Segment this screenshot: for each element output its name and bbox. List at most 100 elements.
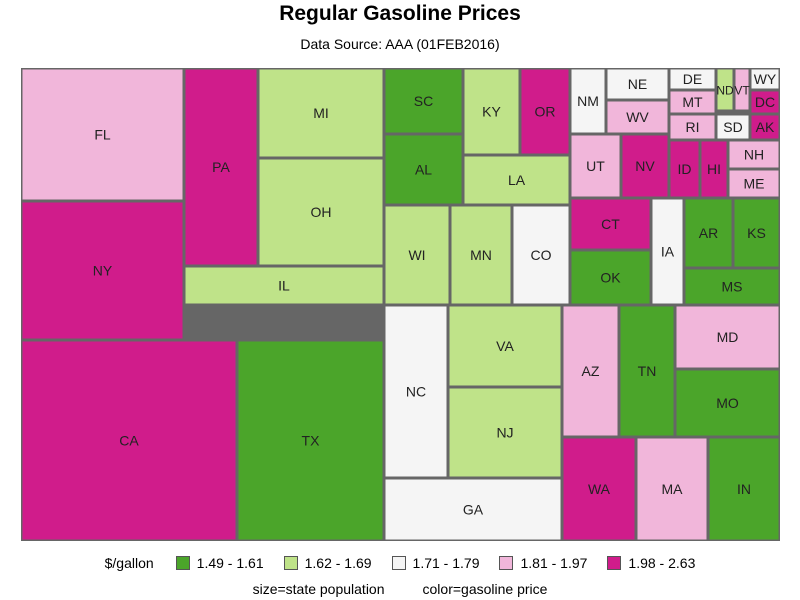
tile-label: VT (734, 84, 750, 98)
tile-rect (449, 306, 561, 386)
tile-rect (513, 206, 569, 304)
tile-rect (521, 69, 569, 154)
tile-label: KY (482, 104, 501, 120)
tile-il: IL (185, 267, 383, 304)
tile-label: MA (662, 481, 684, 497)
tile-nh: NH (729, 141, 779, 168)
tile-label: OH (311, 204, 332, 220)
tile-label: FL (94, 127, 111, 143)
tile-rect (670, 91, 715, 113)
tile-label: HI (707, 161, 721, 177)
tile-rect (571, 199, 650, 249)
tile-label: NE (628, 76, 647, 92)
tile-ri: RI (670, 115, 715, 139)
tile-rect (185, 69, 257, 265)
tile-rect (451, 206, 511, 304)
tile-rect (385, 206, 449, 304)
tile-rect (238, 341, 383, 540)
tile-mi: MI (259, 69, 383, 157)
chart-subtitle: Data Source: AAA (01FEB2016) (300, 36, 500, 52)
tile-ct: CT (571, 199, 650, 249)
legend-label: 1.49 - 1.61 (196, 555, 264, 571)
tile-ca: CA (22, 341, 236, 540)
tile-label: IL (278, 278, 290, 294)
tile-rect (22, 69, 183, 200)
tile-label: ND (716, 84, 734, 98)
legend-label: 1.98 - 2.63 (628, 555, 696, 571)
tile-rect (670, 141, 699, 197)
tile-nc: NC (385, 306, 447, 477)
tile-ga: GA (385, 479, 561, 540)
tile-rect (563, 306, 618, 436)
tile-az: AZ (563, 306, 618, 436)
tile-label: MI (313, 105, 329, 121)
legend-swatch (499, 556, 514, 570)
tile-pa: PA (185, 69, 257, 265)
tile-label: MS (722, 279, 743, 295)
tile-tx: TX (238, 341, 383, 540)
tile-label: AR (699, 225, 718, 241)
tile-sd: SD (717, 115, 749, 139)
tile-rect (751, 69, 779, 89)
tile-in: IN (709, 438, 779, 540)
tile-label: SD (723, 119, 742, 135)
tile-mt: MT (670, 91, 715, 113)
tile-label: WA (588, 481, 611, 497)
tile-label: NC (406, 384, 426, 400)
legend-item: 1.98 - 2.63 (607, 555, 695, 571)
tile-rect (22, 341, 236, 540)
tile-rect (385, 306, 447, 477)
tile-label: IA (661, 244, 675, 260)
legend-swatch (283, 556, 298, 570)
tile-rect (571, 69, 605, 133)
tile-rect (185, 267, 383, 304)
tile-mn: MN (451, 206, 511, 304)
legend-title: $/gallon (104, 555, 154, 571)
treemap-chart: FL NY CA PA MI OH IL TX SC AL KY LA OR WI MN CO NC VA NJ GA… (21, 68, 780, 541)
tile-rect (701, 141, 727, 197)
tile-wy: WY (751, 69, 779, 89)
tile-label: CA (119, 433, 139, 449)
tile-ar: AR (685, 199, 732, 267)
tile-rect (563, 438, 635, 540)
legend-item: 1.62 - 1.69 (283, 555, 372, 571)
tile-rect (685, 269, 779, 304)
tile-ny: NY (22, 202, 183, 339)
chart-title: Regular Gasoline Prices (279, 2, 521, 25)
tile-rect (571, 251, 650, 304)
tile-co: CO (513, 206, 569, 304)
tile-ut: UT (571, 135, 620, 197)
tile-rect (622, 135, 668, 197)
tile-ia: IA (652, 199, 683, 304)
tile-rect (385, 135, 462, 204)
tile-la: LA (464, 156, 569, 204)
footnote: size=state population color=gasoline pri… (0, 581, 800, 597)
tile-rect (22, 202, 183, 339)
tile-ms: MS (685, 269, 779, 304)
tile-label: MN (470, 247, 492, 263)
tile-label: VA (496, 338, 514, 354)
tile-rect (676, 370, 779, 436)
size-note: size=state population (252, 581, 385, 597)
tile-label: OK (600, 270, 621, 286)
tile-rect (676, 306, 779, 368)
tile-label: UT (586, 158, 605, 174)
tile-rect (709, 438, 779, 540)
tile-label: MD (717, 329, 739, 345)
tile-label: NV (635, 158, 655, 174)
tile-ky: KY (464, 69, 519, 154)
tile-label: IN (737, 481, 751, 497)
tile-rect (717, 115, 749, 139)
tile-de: DE (670, 69, 715, 89)
tile-mo: MO (676, 370, 779, 436)
tile-rect (607, 69, 668, 99)
tile-rect (637, 438, 707, 540)
tile-label: PA (212, 159, 230, 175)
tile-nv: NV (622, 135, 668, 197)
tile-ks: KS (734, 199, 779, 267)
legend-item: 1.81 - 1.97 (499, 555, 587, 571)
tile-label: TN (638, 363, 657, 379)
tile-label: ME (744, 176, 765, 192)
tile-hi: HI (701, 141, 727, 197)
tile-rect (607, 101, 668, 133)
